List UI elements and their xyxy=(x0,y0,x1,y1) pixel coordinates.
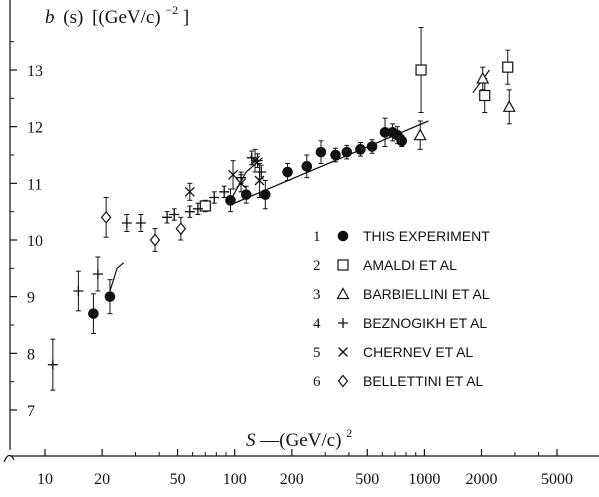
x-tick-label-5000: 5000 xyxy=(541,471,573,488)
data-point-4-7 xyxy=(169,209,180,220)
plot-data xyxy=(47,27,516,391)
legend-marker-1 xyxy=(337,230,349,242)
trend-curve-1 xyxy=(109,262,125,292)
legend-label-1: THIS EXPERIMENT xyxy=(363,228,490,244)
y-tick-label-10: 10 xyxy=(27,233,43,250)
legend-number-6: 6 xyxy=(313,374,321,390)
y-tick-label-11: 11 xyxy=(27,176,42,193)
y-tick-label-9: 9 xyxy=(27,290,35,307)
data-point-5-2 xyxy=(228,169,238,180)
x-axis-label-exp: 2 xyxy=(346,426,352,440)
x-axis-break xyxy=(3,454,15,463)
data-point-4-4 xyxy=(121,218,132,228)
legend: 1 THIS EXPERIMENT 2 AMALDI ET AL 3 BARBIELLIN… xyxy=(313,228,490,390)
series-1 xyxy=(88,117,408,334)
legend-number-2: 2 xyxy=(313,258,321,274)
x-tick-label-100: 100 xyxy=(223,471,247,488)
data-point-3-3 xyxy=(502,100,516,112)
legend-label-2: AMALDI ET AL xyxy=(363,257,457,273)
legend-label-3: BARBIELLINI ET AL xyxy=(363,286,490,302)
legend-label-6: BELLETTINI ET AL xyxy=(363,373,484,389)
x-axis-label-unit: —(GeV/c) xyxy=(259,430,341,451)
data-point-3-2 xyxy=(476,71,490,84)
data-point-6-2 xyxy=(149,233,161,247)
data-point-4-5 xyxy=(135,218,146,228)
x-tick-label-2000: 2000 xyxy=(466,471,498,488)
y-tick-label-12: 12 xyxy=(27,120,43,137)
legend-label-5: CHERNEV ET AL xyxy=(363,344,473,360)
series-4 xyxy=(47,150,267,391)
series-2 xyxy=(199,27,514,213)
y-axis-label: b (s) [(GeV/c) −2 ] xyxy=(45,0,189,28)
data-point-4-10 xyxy=(209,192,220,203)
y-ticks: 7 8 9 10 11 12 13 xyxy=(10,41,43,420)
y-axis-label-s: (s) xyxy=(63,7,83,28)
data-point-4-3 xyxy=(92,269,103,279)
data-point-1-3 xyxy=(225,195,236,206)
data-point-1-4 xyxy=(240,189,252,200)
x-axis-label: S —(GeV/c) 2 xyxy=(246,426,352,451)
data-point-2-3 xyxy=(479,89,491,102)
y-axis-label-close: ] xyxy=(183,7,189,28)
data-point-6-1 xyxy=(100,210,112,224)
data-point-5-1 xyxy=(184,186,195,197)
x-tick-label-200: 200 xyxy=(280,471,304,488)
data-point-4-6 xyxy=(162,212,173,223)
data-point-1-12 xyxy=(366,141,378,152)
data-point-4-15 xyxy=(256,167,267,177)
data-point-1-16 xyxy=(396,135,408,147)
legend-marker-6 xyxy=(337,374,349,388)
y-axis-label-b: b xyxy=(45,7,55,28)
data-point-2-1 xyxy=(199,200,211,212)
data-point-1-1 xyxy=(88,308,99,319)
data-point-4-11 xyxy=(219,186,230,197)
x-tick-label-10: 10 xyxy=(37,471,53,488)
legend-marker-2 xyxy=(337,259,349,271)
data-point-1-2 xyxy=(104,291,116,302)
x-tick-label-20: 20 xyxy=(94,471,110,488)
series-3 xyxy=(413,66,516,150)
x-tick-label-500: 500 xyxy=(355,471,379,488)
legend-label-4: BEZNOGIKH ET AL xyxy=(363,315,487,331)
legend-number-5: 5 xyxy=(313,345,321,361)
data-point-1-5 xyxy=(260,189,271,200)
data-point-1-11 xyxy=(355,144,366,155)
data-point-1-8 xyxy=(315,146,327,158)
x-tick-label-1000: 1000 xyxy=(408,471,440,488)
legend-marker-3 xyxy=(336,287,350,300)
y-tick-label-8: 8 xyxy=(27,346,35,363)
x-ticks: 10 20 50 100 200 500 1000 2000 5000 xyxy=(37,449,573,488)
legend-marker-5 xyxy=(338,347,348,357)
y-axis-label-exp: −2 xyxy=(165,3,178,17)
legend-number-3: 3 xyxy=(313,287,321,303)
data-point-6-3 xyxy=(175,222,187,236)
legend-number-1: 1 xyxy=(313,229,321,245)
data-point-2-2 xyxy=(415,64,427,76)
data-point-1-6 xyxy=(282,166,293,178)
data-point-4-9 xyxy=(192,203,203,214)
y-tick-label-13: 13 xyxy=(27,63,43,80)
legend-number-4: 4 xyxy=(313,316,321,332)
y-tick-label-7: 7 xyxy=(27,403,35,420)
data-point-2-4 xyxy=(502,61,514,73)
y-axis-label-unit: [(GeV/c) xyxy=(92,7,161,28)
series-5 xyxy=(184,148,265,201)
data-point-4-8 xyxy=(184,206,195,217)
data-point-1-7 xyxy=(301,161,313,172)
data-point-5-5 xyxy=(254,175,265,186)
data-point-4-1 xyxy=(47,359,58,370)
data-point-3-1 xyxy=(413,128,427,141)
data-point-5-3 xyxy=(236,178,247,189)
series-6 xyxy=(100,197,187,252)
data-point-4-2 xyxy=(73,286,84,296)
x-tick-label-50: 50 xyxy=(170,471,186,488)
legend-marker-4 xyxy=(338,318,348,328)
data-point-1-9 xyxy=(330,149,341,161)
x-axis-label-s: S xyxy=(246,430,256,451)
data-point-1-10 xyxy=(341,146,353,158)
